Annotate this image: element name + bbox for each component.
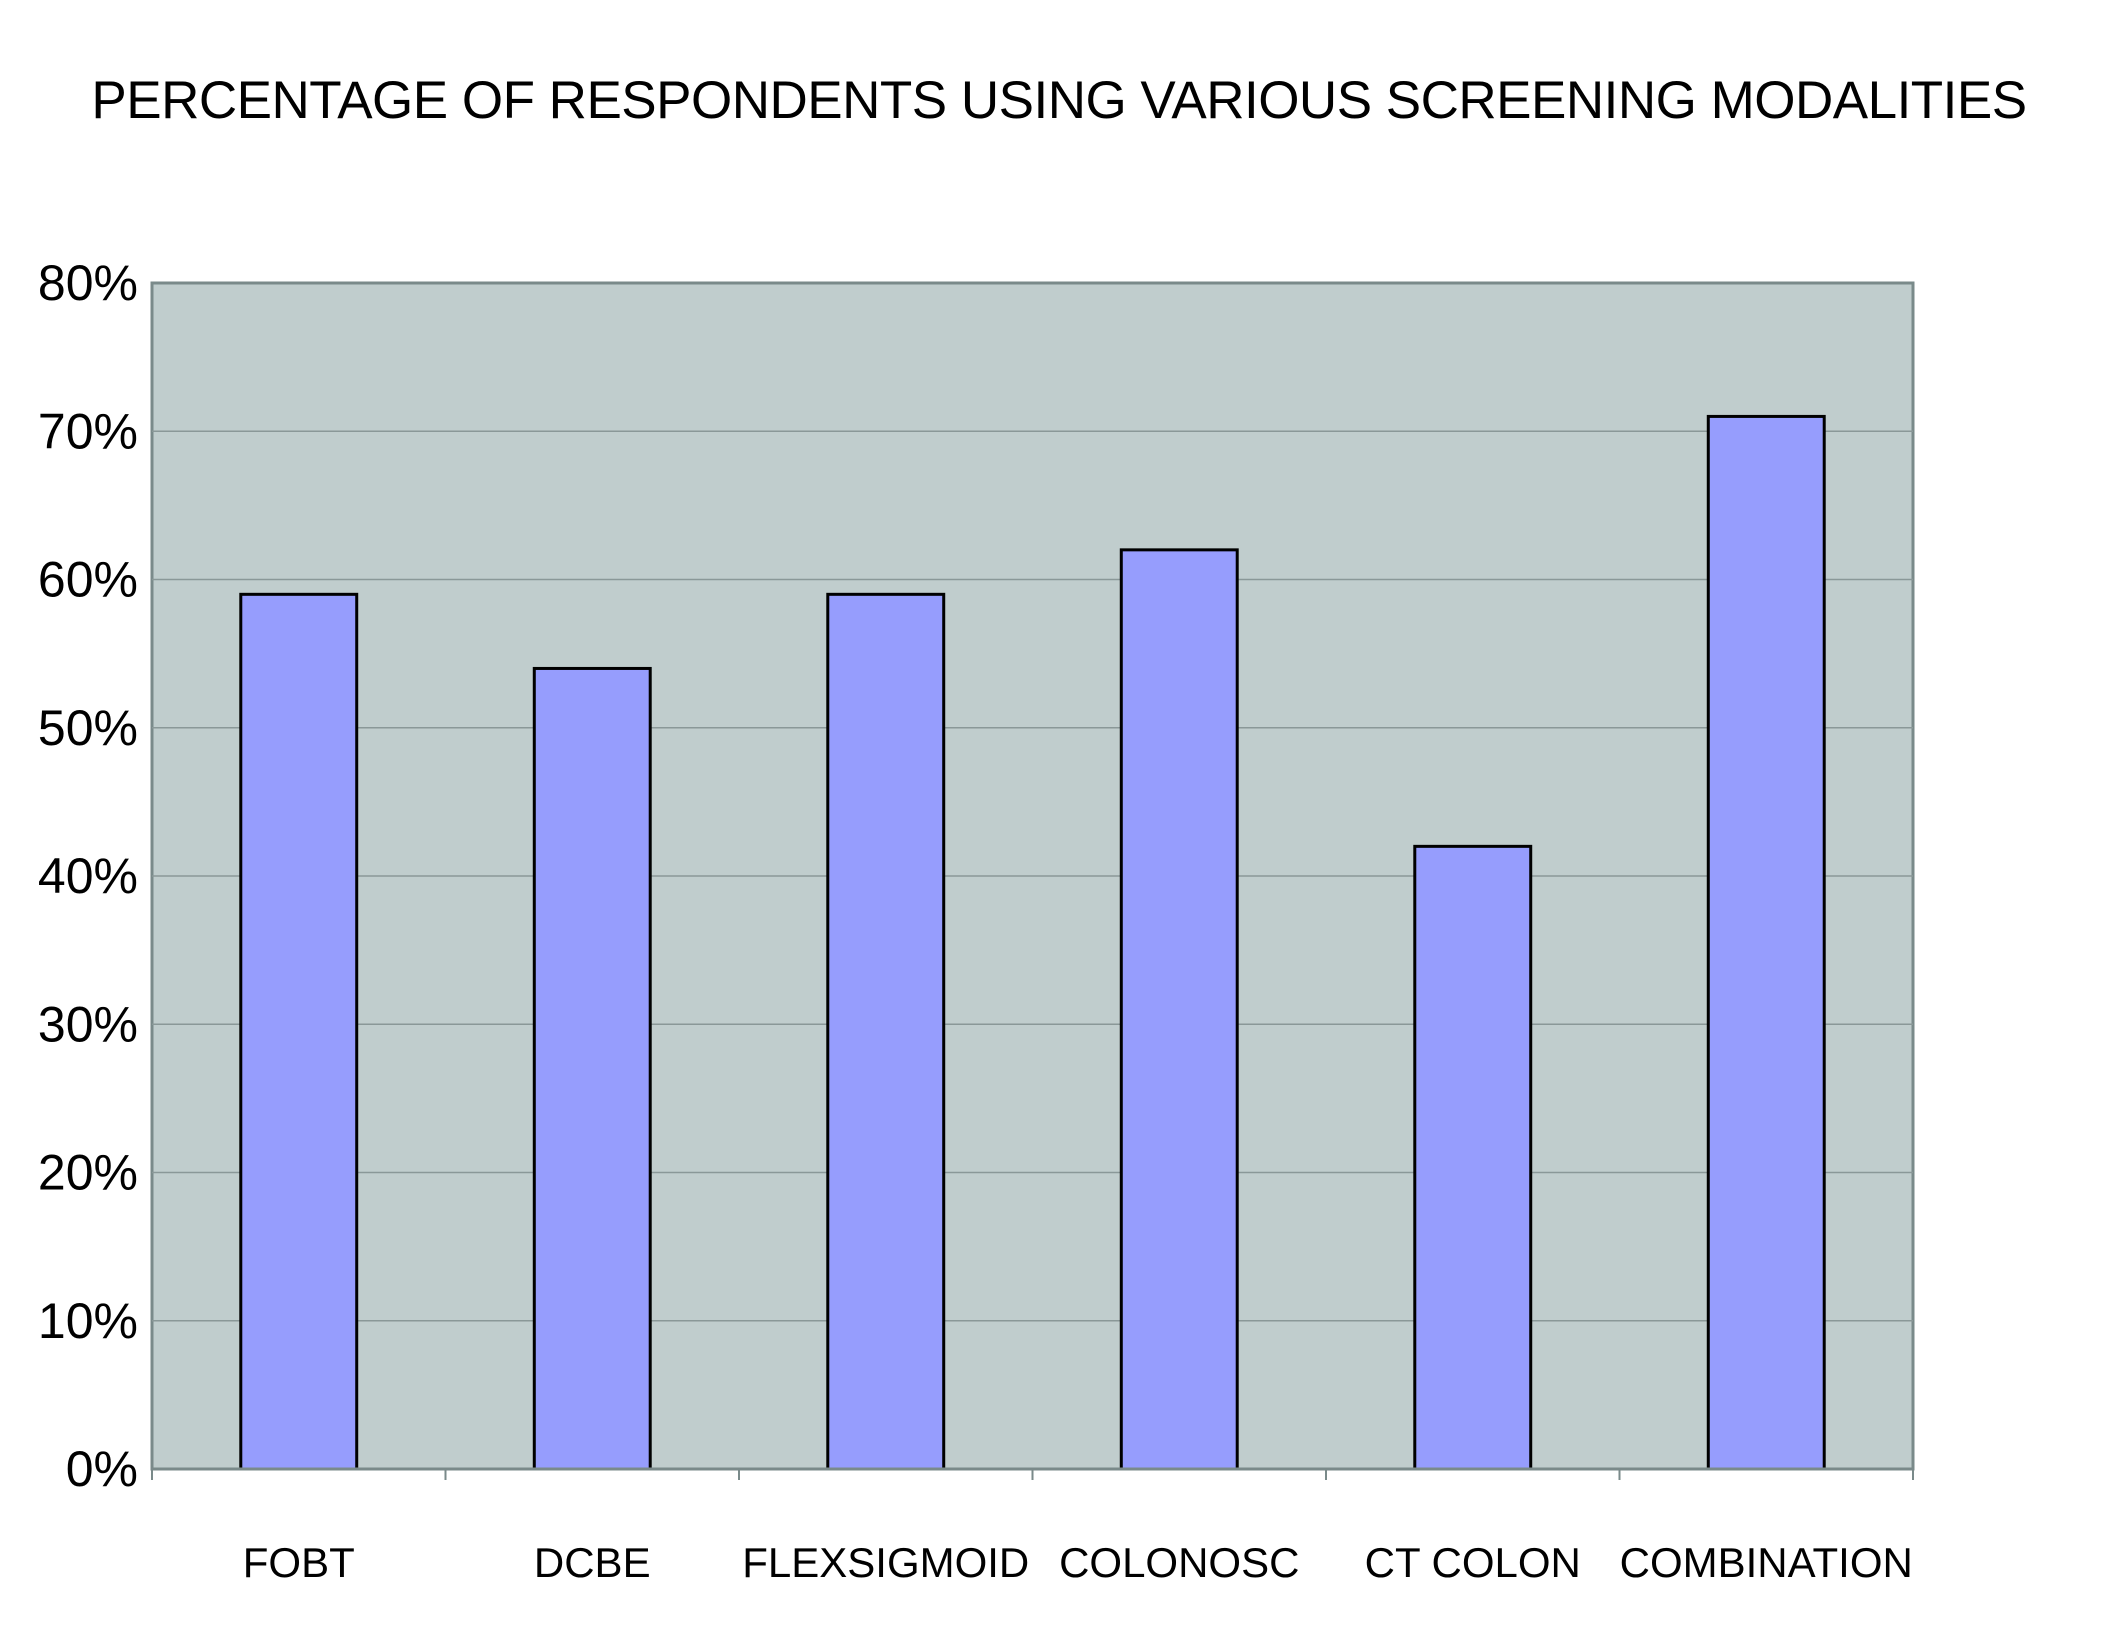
y-tick-label: 60% <box>38 552 138 608</box>
y-tick-label: 80% <box>38 255 138 311</box>
x-category-label: COLONOSC <box>1059 1539 1299 1586</box>
x-axis: FOBT DCBE FLEXSIGMOID COLONOSC CT COLON COMBI… <box>151 1467 1914 1586</box>
y-tick-label: 10% <box>38 1293 138 1349</box>
x-category-label: DCBE <box>534 1539 651 1586</box>
y-axis: 0% 10% 20% 30% 40% 50% 60% 70% 80% <box>38 255 138 1497</box>
y-tick-label: 0% <box>66 1441 138 1497</box>
y-tick-label: 30% <box>38 996 138 1052</box>
x-category-label: COMBINATION <box>1620 1539 1913 1586</box>
y-tick-label: 40% <box>38 848 138 904</box>
gridlines <box>152 430 1913 1322</box>
bar-ct-colon <box>1413 844 1533 1471</box>
bar-colonosc <box>1119 548 1239 1471</box>
bar-fobt <box>239 592 359 1471</box>
x-category-label: FOBT <box>243 1539 355 1586</box>
y-tick-label: 20% <box>38 1145 138 1201</box>
x-category-label: FLEXSIGMOID <box>742 1539 1029 1586</box>
bar-flexsigmoid <box>826 592 946 1471</box>
bar-combination <box>1706 414 1826 1471</box>
y-tick-label: 70% <box>38 403 138 459</box>
chart-title: PERCENTAGE OF RESPONDENTS USING VARIOUS … <box>91 71 2027 130</box>
y-tick-label: 50% <box>38 700 138 756</box>
x-category-label: CT COLON <box>1365 1539 1581 1586</box>
bar-dcbe <box>532 666 652 1471</box>
